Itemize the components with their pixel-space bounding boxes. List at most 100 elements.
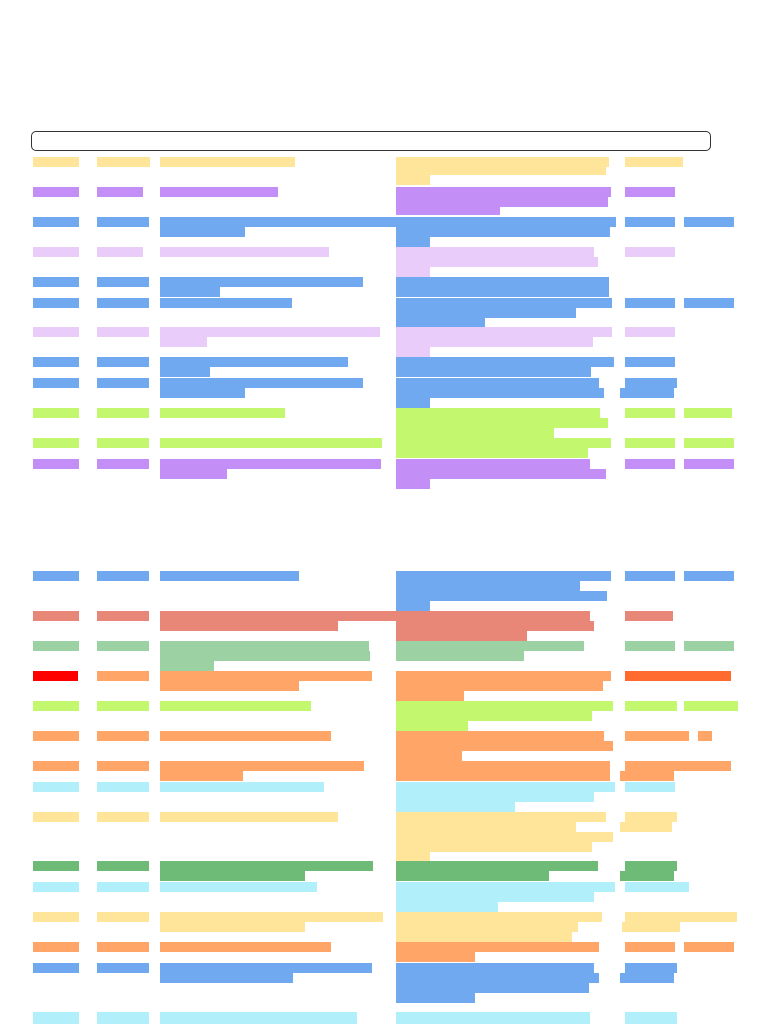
redaction-bar [33, 459, 79, 469]
redaction-bar [396, 408, 600, 418]
redaction-bar [396, 257, 598, 267]
redaction-bar [160, 681, 299, 691]
redaction-bar [160, 157, 295, 167]
redaction-bar [33, 277, 79, 287]
redaction-bar [160, 871, 305, 881]
redaction-bar [160, 963, 372, 973]
redaction-bar [33, 571, 79, 581]
redaction-bar [33, 298, 79, 308]
redaction-bar [97, 459, 149, 469]
redaction-bar [97, 408, 149, 418]
redaction-bar [625, 327, 675, 337]
redaction-bar [625, 861, 677, 871]
redaction-bar [684, 571, 734, 581]
redaction-bar [396, 751, 462, 761]
redaction-bar [160, 217, 616, 227]
redaction-bar [684, 701, 738, 711]
redaction-bar [33, 157, 79, 167]
search-bar[interactable] [31, 131, 711, 151]
redaction-bar [625, 701, 677, 711]
redaction-bar [625, 782, 675, 792]
redaction-bar [625, 963, 677, 973]
redaction-bar [160, 771, 243, 781]
redaction-bar [396, 601, 430, 611]
redaction-bar [97, 357, 149, 367]
redaction-bar [396, 308, 576, 318]
redaction-bar [396, 591, 607, 601]
redaction-bar [684, 438, 734, 448]
redaction-bar [396, 741, 613, 751]
redaction-bar [625, 571, 675, 581]
redaction-bar [160, 571, 299, 581]
redaction-bar [396, 378, 599, 388]
redaction-bar [396, 247, 594, 257]
redaction-bar [396, 952, 475, 962]
redaction-bar [33, 861, 79, 871]
redaction-bar [396, 459, 590, 469]
redaction-bar [33, 782, 79, 792]
redaction-bar [33, 761, 79, 771]
redaction-bar [620, 771, 674, 781]
redaction-bar [625, 761, 731, 771]
redaction-bar [396, 761, 610, 771]
redaction-bar [396, 287, 609, 297]
redaction-bar [396, 175, 430, 185]
redaction-bar [396, 469, 606, 479]
redaction-bar [396, 388, 604, 398]
redaction-bar [625, 247, 675, 257]
redaction-bar [160, 661, 214, 671]
redaction-bar [396, 641, 584, 651]
redaction-bar [396, 963, 594, 973]
redaction-bar [684, 217, 734, 227]
redaction-bar [396, 861, 598, 871]
redaction-bar [396, 651, 524, 661]
redaction-bar [160, 1012, 357, 1024]
redaction-bar [160, 367, 210, 377]
redaction-bar [625, 438, 675, 448]
redaction-bar [160, 277, 363, 287]
redaction-bar [97, 812, 149, 822]
redaction-bar [97, 247, 143, 257]
redaction-bar [396, 207, 500, 215]
redaction-bar [33, 217, 79, 227]
redaction-bar [97, 217, 149, 227]
redaction-bar [625, 641, 675, 651]
redaction-bar [396, 983, 589, 993]
redaction-bar [33, 963, 79, 973]
redaction-bar [625, 157, 683, 167]
redaction-bar [620, 973, 674, 983]
redaction-bar [625, 671, 731, 681]
redaction-bar [33, 942, 79, 952]
redaction-bar [160, 327, 380, 337]
redaction-bar [160, 227, 245, 237]
redaction-bar [396, 721, 468, 731]
redaction-bar [396, 932, 572, 942]
redaction-bar [160, 187, 278, 197]
redaction-bar [625, 217, 675, 227]
redaction-bar [396, 912, 602, 922]
redaction-bar [684, 459, 734, 469]
redaction-bar [396, 922, 578, 932]
redaction-bar [625, 187, 675, 197]
redaction-bar [396, 621, 594, 631]
redaction-bar [33, 812, 79, 822]
redaction-bar [160, 621, 338, 631]
redaction-bar [33, 701, 79, 711]
redaction-bar [97, 671, 149, 681]
redaction-bar [396, 187, 611, 197]
redaction-bar [33, 357, 79, 367]
redaction-bar [97, 571, 149, 581]
redaction-bar [33, 438, 79, 448]
redaction-bar [160, 731, 331, 741]
redaction-bar [33, 187, 79, 197]
redaction-bar [97, 761, 149, 771]
redaction-bar [160, 357, 348, 367]
redaction-bar [160, 973, 293, 983]
redaction-bar [396, 812, 606, 822]
redaction-bar [160, 388, 245, 398]
redaction-bar [396, 771, 610, 781]
redaction-bar [396, 892, 594, 902]
redaction-bar [396, 347, 430, 357]
redaction-bar [160, 922, 305, 932]
redaction-bar [97, 782, 149, 792]
